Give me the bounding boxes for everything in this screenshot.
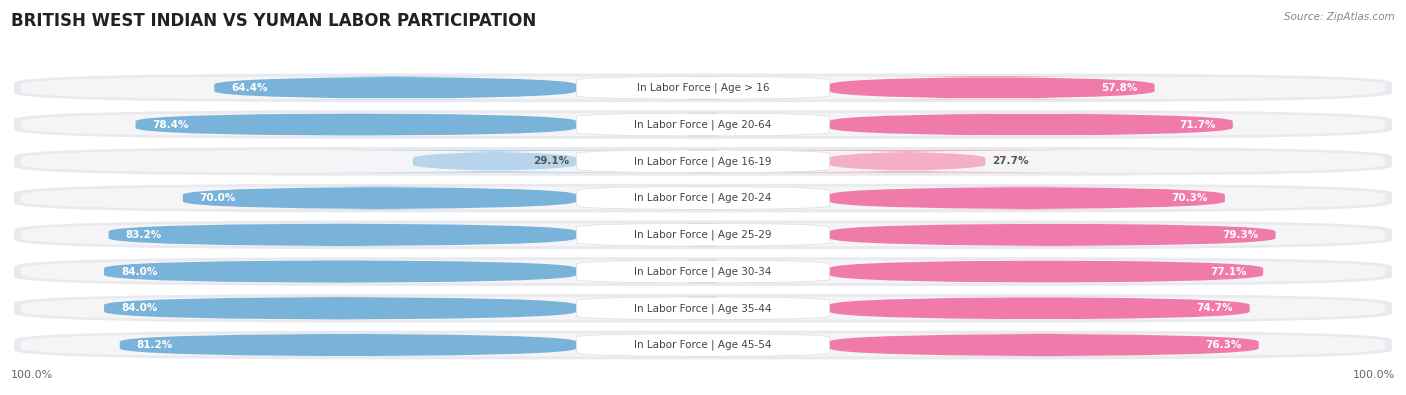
Text: 100.0%: 100.0% (11, 370, 53, 380)
FancyBboxPatch shape (104, 260, 576, 283)
Text: 83.2%: 83.2% (125, 230, 162, 240)
Text: 81.2%: 81.2% (136, 340, 173, 350)
Text: 29.1%: 29.1% (533, 156, 569, 166)
Text: 57.8%: 57.8% (1101, 83, 1137, 93)
FancyBboxPatch shape (214, 76, 576, 99)
Text: In Labor Force | Age 16-19: In Labor Force | Age 16-19 (634, 156, 772, 167)
FancyBboxPatch shape (830, 113, 1233, 136)
FancyBboxPatch shape (14, 294, 1392, 323)
FancyBboxPatch shape (830, 297, 1250, 320)
Text: 27.7%: 27.7% (993, 156, 1029, 166)
FancyBboxPatch shape (21, 260, 1385, 283)
Text: Source: ZipAtlas.com: Source: ZipAtlas.com (1284, 12, 1395, 22)
FancyBboxPatch shape (14, 73, 1392, 102)
Text: In Labor Force | Age 35-44: In Labor Force | Age 35-44 (634, 303, 772, 314)
Text: 70.3%: 70.3% (1171, 193, 1208, 203)
FancyBboxPatch shape (830, 224, 1275, 246)
FancyBboxPatch shape (576, 297, 830, 320)
FancyBboxPatch shape (14, 184, 1392, 213)
FancyBboxPatch shape (576, 187, 830, 209)
FancyBboxPatch shape (21, 187, 1385, 209)
FancyBboxPatch shape (576, 76, 830, 99)
Text: 79.3%: 79.3% (1222, 230, 1258, 240)
FancyBboxPatch shape (21, 297, 1385, 320)
Text: In Labor Force | Age 20-24: In Labor Force | Age 20-24 (634, 193, 772, 203)
Text: 84.0%: 84.0% (121, 303, 157, 313)
FancyBboxPatch shape (21, 334, 1385, 356)
FancyBboxPatch shape (14, 220, 1392, 249)
Text: 70.0%: 70.0% (200, 193, 236, 203)
Text: In Labor Force | Age 25-29: In Labor Force | Age 25-29 (634, 229, 772, 240)
FancyBboxPatch shape (108, 224, 576, 246)
Text: In Labor Force | Age > 16: In Labor Force | Age > 16 (637, 83, 769, 93)
Text: 78.4%: 78.4% (152, 120, 188, 130)
FancyBboxPatch shape (21, 150, 1385, 173)
FancyBboxPatch shape (576, 113, 830, 136)
FancyBboxPatch shape (267, 150, 723, 173)
Text: 74.7%: 74.7% (1197, 303, 1233, 313)
Text: 76.3%: 76.3% (1205, 340, 1241, 350)
FancyBboxPatch shape (830, 76, 1154, 99)
FancyBboxPatch shape (14, 110, 1392, 139)
FancyBboxPatch shape (21, 76, 1385, 99)
Text: 64.4%: 64.4% (231, 83, 267, 93)
FancyBboxPatch shape (120, 334, 576, 356)
FancyBboxPatch shape (21, 224, 1385, 246)
FancyBboxPatch shape (14, 147, 1392, 176)
Text: In Labor Force | Age 45-54: In Labor Force | Age 45-54 (634, 340, 772, 350)
FancyBboxPatch shape (21, 113, 1385, 136)
Text: 77.1%: 77.1% (1209, 267, 1246, 276)
Text: 100.0%: 100.0% (1353, 370, 1395, 380)
FancyBboxPatch shape (576, 260, 830, 283)
FancyBboxPatch shape (104, 297, 576, 320)
FancyBboxPatch shape (183, 187, 576, 209)
Text: 71.7%: 71.7% (1180, 120, 1216, 130)
Text: BRITISH WEST INDIAN VS YUMAN LABOR PARTICIPATION: BRITISH WEST INDIAN VS YUMAN LABOR PARTI… (11, 12, 537, 30)
FancyBboxPatch shape (14, 257, 1392, 286)
FancyBboxPatch shape (576, 150, 830, 173)
Text: In Labor Force | Age 20-64: In Labor Force | Age 20-64 (634, 119, 772, 130)
FancyBboxPatch shape (830, 187, 1225, 209)
FancyBboxPatch shape (830, 334, 1258, 356)
Text: 84.0%: 84.0% (121, 267, 157, 276)
FancyBboxPatch shape (576, 224, 830, 246)
FancyBboxPatch shape (676, 150, 1139, 173)
FancyBboxPatch shape (830, 260, 1263, 283)
FancyBboxPatch shape (135, 113, 576, 136)
FancyBboxPatch shape (14, 331, 1392, 359)
Text: In Labor Force | Age 30-34: In Labor Force | Age 30-34 (634, 266, 772, 277)
FancyBboxPatch shape (576, 334, 830, 356)
